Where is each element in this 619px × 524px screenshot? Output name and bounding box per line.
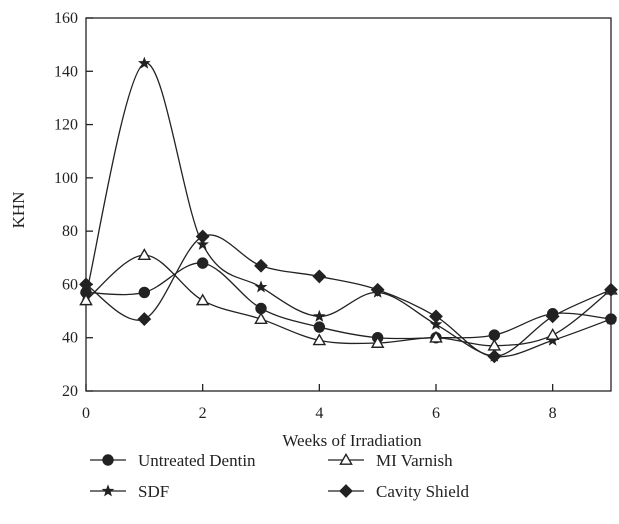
x-tick-label: 2 [199,405,207,422]
y-tick-label: 20 [62,383,78,400]
series-line-untreated-dentin [85,262,612,340]
y-tick-label: 40 [62,330,78,347]
data-point-cavity-shield [604,282,618,297]
data-point-untreated-dentin [255,302,267,315]
x-tick-label: 6 [432,405,440,422]
data-point-cavity-shield [195,229,210,244]
x-axis-title: Weeks of Irradiation [282,431,422,450]
legend-marker-sdf [101,484,115,497]
data-point-cavity-shield [370,282,385,297]
data-point-untreated-dentin [196,257,209,269]
data-point-mi-varnish [370,336,385,348]
legend-label-mi-varnish: MI Varnish [376,451,453,470]
y-tick-label: 100 [54,170,78,187]
data-point-cavity-shield [487,349,502,364]
y-tick-label: 60 [62,276,78,293]
legend-marker-cavity-shield [339,484,353,498]
data-point-mi-varnish [195,293,210,306]
series-line-mi-varnish [85,254,612,347]
data-point-cavity-shield [429,309,443,324]
data-point-cavity-shield [312,269,327,284]
data-point-mi-varnish [79,293,93,306]
data-point-mi-varnish [312,333,327,346]
data-point-untreated-dentin [138,286,151,299]
axis-ticks: 20 40 60 80 100 120 140 160 0 2 4 6 8 [54,10,557,422]
y-axis-title: KHN [9,192,28,229]
y-tick-label: 80 [62,223,78,240]
series-line-sdf [85,62,612,358]
data-point-untreated-dentin [313,321,326,333]
data-point-sdf [138,56,151,69]
data-point-mi-varnish [254,312,268,324]
legend-marker-untreated-dentin [102,454,114,466]
y-tick-label: 120 [54,117,78,134]
y-tick-label: 160 [54,10,78,27]
data-point-sdf [313,309,326,322]
plot-area-border [85,17,612,392]
data-point-cavity-shield [254,258,268,273]
legend: Untreated Dentin SDF MI Varnish Cavity Shie… [90,451,470,501]
x-tick-label: 4 [315,405,323,422]
data-point-mi-varnish [545,328,560,340]
data-point-cavity-shield [545,309,560,324]
series-lines [85,62,612,358]
series-line-cavity-shield [85,234,612,358]
data-point-cavity-shield [137,312,152,326]
data-point-mi-varnish [137,248,152,261]
x-tick-label: 8 [549,405,557,422]
series-markers [79,56,618,364]
data-point-cavity-shield [79,277,93,292]
legend-label-untreated-dentin: Untreated Dentin [138,451,256,470]
legend-marker-mi-varnish [339,452,353,465]
y-tick-label: 140 [54,63,78,80]
data-point-untreated-dentin [488,329,501,341]
plot-frame [85,17,612,392]
data-point-mi-varnish [429,330,443,343]
legend-label-sdf: SDF [138,482,169,501]
x-tick-label: 0 [82,405,90,422]
data-point-sdf [429,317,443,330]
data-point-sdf [196,237,209,250]
data-point-sdf [604,312,618,325]
legend-label-cavity-shield: Cavity Shield [376,482,470,501]
data-point-sdf [254,280,268,293]
